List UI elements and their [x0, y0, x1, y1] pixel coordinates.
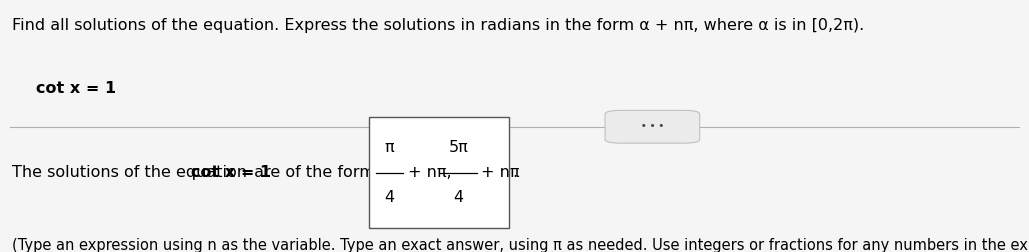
Text: • • •: • • •	[641, 122, 664, 131]
Text: 5π: 5π	[449, 140, 468, 155]
Text: are of the form x =: are of the form x =	[249, 165, 413, 180]
Text: .: .	[512, 165, 518, 180]
FancyBboxPatch shape	[369, 117, 509, 228]
Text: (Type an expression using n as the variable. Type an exact answer, using π as ne: (Type an expression using n as the varia…	[12, 238, 1029, 252]
Text: + nπ,: + nπ,	[409, 165, 452, 180]
Text: cot x = 1: cot x = 1	[36, 81, 116, 96]
Text: The solutions of the equation: The solutions of the equation	[12, 165, 252, 180]
Text: 4: 4	[385, 190, 395, 205]
Text: cot x = 1: cot x = 1	[191, 165, 272, 180]
Text: Find all solutions of the equation. Express the solutions in radians in the form: Find all solutions of the equation. Expr…	[12, 18, 864, 33]
Text: + nπ: + nπ	[482, 165, 520, 180]
Text: 4: 4	[454, 190, 464, 205]
Text: π: π	[385, 140, 394, 155]
FancyBboxPatch shape	[605, 110, 700, 143]
